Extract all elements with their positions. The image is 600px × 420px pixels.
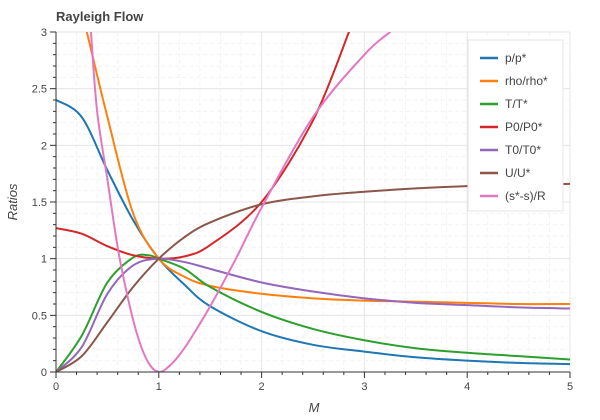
- y-tick-label: 2: [41, 140, 47, 152]
- series-lines: [56, 32, 570, 372]
- y-tick-label: 3: [41, 27, 47, 39]
- legend-label: T0/T0*: [505, 143, 541, 157]
- x-tick-label: 2: [259, 381, 265, 393]
- series-line-5: [56, 182, 570, 372]
- legend-label: P0/P0*: [505, 120, 543, 134]
- series-line-4: [56, 257, 570, 372]
- legend-box: [467, 39, 564, 212]
- series-line-3: [56, 32, 350, 260]
- series-line-1: [85, 32, 570, 306]
- x-tick-label: 4: [464, 381, 470, 393]
- y-tick-label: 0: [41, 367, 47, 379]
- y-axis-label: Ratios: [5, 183, 20, 220]
- x-tick-label: 1: [156, 381, 162, 393]
- legend-label: T/T*: [505, 97, 528, 111]
- legend: p/p* rho/rho* T/T* P0/P0* T0/T0* U/U* (s*-s)/R: [467, 39, 564, 212]
- y-tick-label: 1: [41, 254, 47, 266]
- series-line-2: [56, 253, 570, 372]
- legend-label: p/p*: [505, 51, 527, 65]
- legend-label: U/U*: [505, 166, 531, 180]
- x-tick-label: 5: [567, 381, 573, 393]
- series-line-0: [56, 99, 570, 366]
- chart-title: Rayleigh Flow: [56, 9, 144, 24]
- axes: 0 1 2 3 4 5 0 0.5 1 1.5 2 2.5 3: [32, 27, 573, 393]
- x-tick-label: 3: [361, 381, 367, 393]
- x-axis-label: M: [309, 400, 320, 415]
- y-tick-label: 2.5: [32, 84, 47, 96]
- x-tick-label: 0: [53, 381, 59, 393]
- legend-label: (s*-s)/R: [505, 189, 546, 203]
- legend-label: rho/rho*: [505, 74, 548, 88]
- series-line-6: [89, 32, 392, 372]
- y-tick-label: 0.5: [32, 310, 47, 322]
- y-tick-label: 1.5: [32, 197, 47, 209]
